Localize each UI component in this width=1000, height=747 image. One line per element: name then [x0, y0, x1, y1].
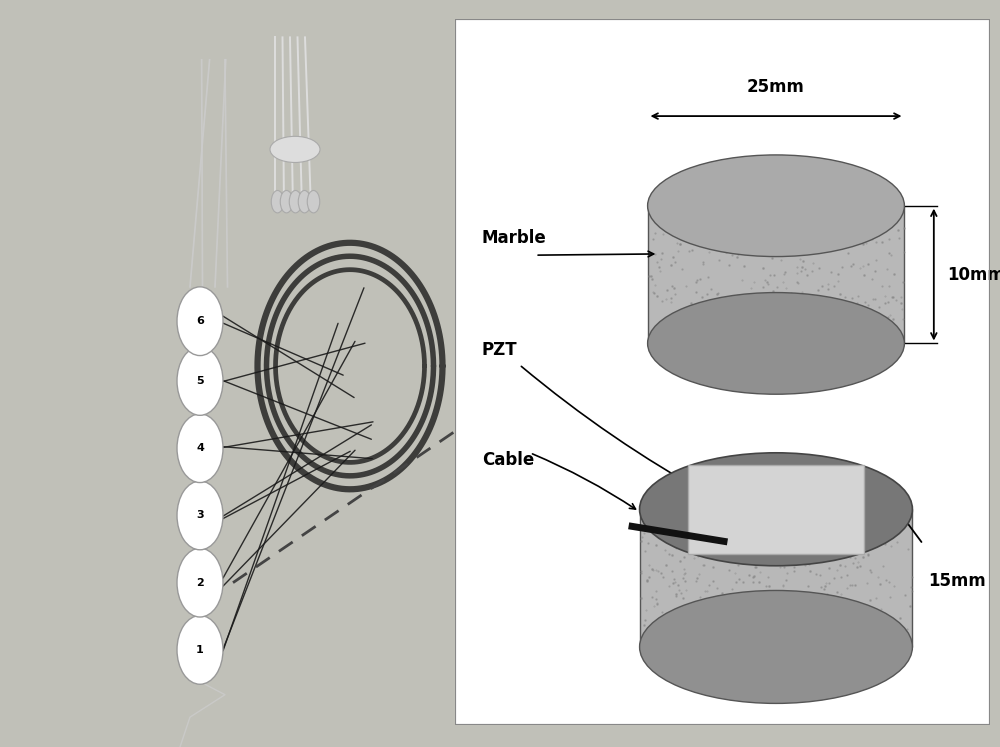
- Circle shape: [177, 414, 223, 483]
- Text: 3: 3: [196, 510, 204, 521]
- Ellipse shape: [270, 136, 320, 163]
- Text: 4: 4: [196, 443, 204, 453]
- Circle shape: [177, 481, 223, 550]
- Ellipse shape: [289, 190, 302, 213]
- Circle shape: [177, 548, 223, 617]
- Ellipse shape: [648, 293, 904, 394]
- Circle shape: [177, 287, 223, 356]
- Ellipse shape: [640, 453, 912, 565]
- Text: 25mm: 25mm: [747, 78, 805, 96]
- Text: PZT: PZT: [482, 341, 517, 359]
- Polygon shape: [688, 465, 864, 554]
- Ellipse shape: [298, 190, 311, 213]
- Ellipse shape: [648, 155, 904, 256]
- Ellipse shape: [307, 190, 320, 213]
- Polygon shape: [640, 509, 912, 647]
- Ellipse shape: [280, 190, 293, 213]
- Text: 5: 5: [196, 376, 204, 386]
- Text: Marble: Marble: [482, 229, 546, 247]
- Text: 2: 2: [196, 577, 204, 588]
- Circle shape: [177, 616, 223, 684]
- Text: 10mm: 10mm: [947, 266, 1000, 284]
- Text: Cable: Cable: [482, 451, 534, 469]
- Polygon shape: [648, 205, 904, 344]
- Text: 6: 6: [196, 316, 204, 326]
- Ellipse shape: [271, 190, 284, 213]
- Text: 15mm: 15mm: [928, 572, 986, 590]
- Circle shape: [177, 347, 223, 415]
- Ellipse shape: [640, 590, 912, 704]
- Text: 1: 1: [196, 645, 204, 655]
